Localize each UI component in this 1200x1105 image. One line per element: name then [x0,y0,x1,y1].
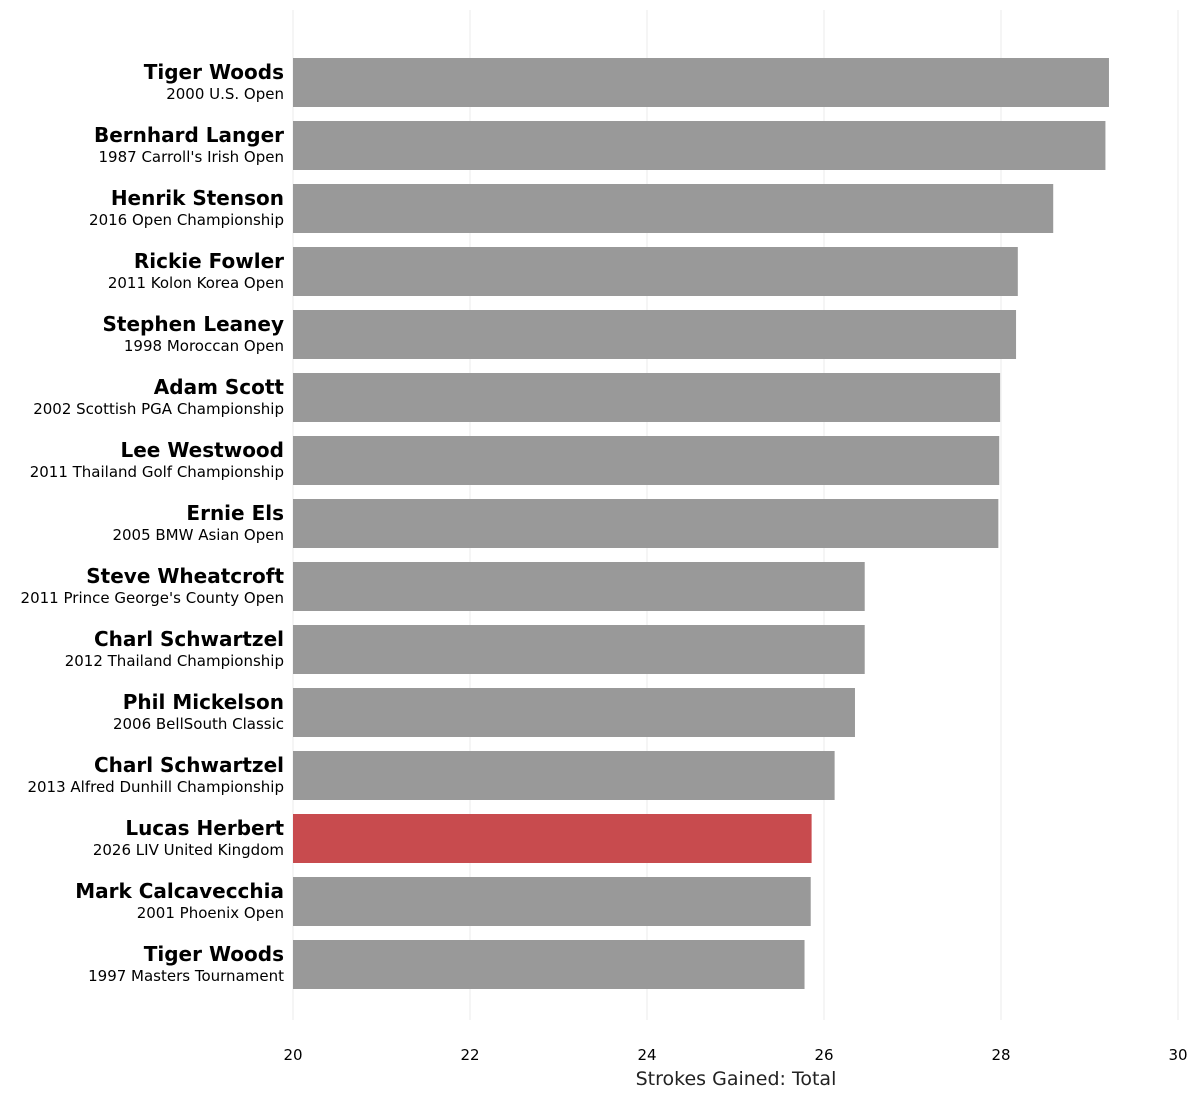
player-name-label: Tiger Woods [144,60,284,84]
event-name-label: 2000 U.S. Open [166,85,284,103]
event-name-label: 2011 Thailand Golf Championship [30,463,284,481]
x-tick-label: 28 [991,1046,1010,1064]
event-name-label: 2026 LIV United Kingdom [93,841,284,859]
x-tick-label: 26 [814,1046,833,1064]
x-tick-label: 24 [637,1046,656,1064]
player-name-label: Steve Wheatcroft [86,564,284,588]
bar [293,58,1109,107]
event-name-label: 1987 Carroll's Irish Open [99,148,284,166]
event-name-label: 2016 Open Championship [89,211,284,229]
bar [293,499,999,548]
event-name-label: 1998 Moroccan Open [124,337,284,355]
player-name-label: Rickie Fowler [134,249,284,273]
event-name-label: 1997 Masters Tournament [88,967,284,985]
x-tick-label: 30 [1168,1046,1187,1064]
bar [293,940,805,989]
bars [293,58,1109,989]
x-tick-label: 20 [283,1046,302,1064]
x-axis-ticks: 20 22 24 26 28 30 [283,1046,1187,1064]
bar [293,877,811,926]
bar [293,184,1054,233]
bar [293,121,1106,170]
player-name-label: Adam Scott [154,375,285,399]
player-name-label: Bernhard Langer [94,123,284,147]
event-name-label: 2013 Alfred Dunhill Championship [27,778,284,796]
bar [293,625,865,674]
bar [293,247,1018,296]
bar [293,436,1000,485]
player-name-label: Lee Westwood [121,438,285,462]
event-name-label: 2011 Prince George's County Open [21,589,284,607]
bar [293,751,835,800]
player-name-label: Stephen Leaney [103,312,285,336]
player-name-label: Charl Schwartzel [94,753,284,777]
event-name-label: 2006 BellSouth Classic [113,715,284,733]
event-name-label: 2012 Thailand Championship [65,652,284,670]
bar [293,310,1017,359]
highlighted-bar [293,814,812,863]
x-axis-title: Strokes Gained: Total [636,1068,837,1090]
event-name-label: 2005 BMW Asian Open [112,526,284,544]
player-name-label: Mark Calcavecchia [75,879,284,903]
event-name-label: 2001 Phoenix Open [137,904,284,922]
event-name-label: 2011 Kolon Korea Open [108,274,284,292]
bar [293,373,1001,422]
bar [293,688,855,737]
player-name-label: Charl Schwartzel [94,627,284,651]
event-name-label: 2002 Scottish PGA Championship [33,400,284,418]
player-name-label: Ernie Els [186,501,284,525]
player-name-label: Tiger Woods [144,942,284,966]
player-name-label: Lucas Herbert [125,816,284,840]
player-name-label: Henrik Stenson [111,186,284,210]
bar [293,562,865,611]
player-name-label: Phil Mickelson [123,690,284,714]
x-tick-label: 22 [460,1046,479,1064]
